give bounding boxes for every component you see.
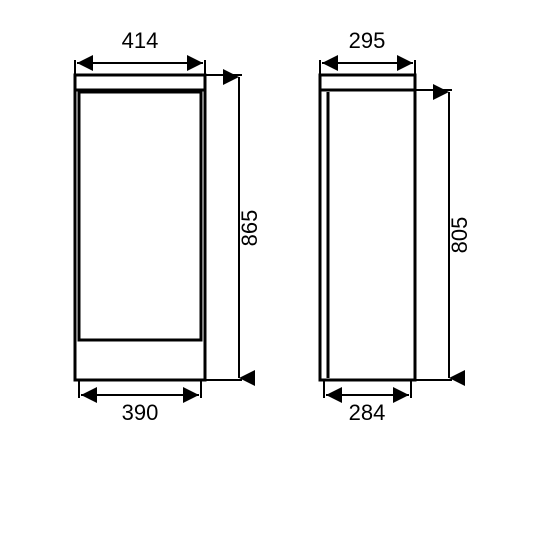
side-view: 295 284 805 [320, 28, 472, 425]
front-top-label: 414 [122, 28, 159, 53]
front-h-label: 865 [237, 210, 262, 247]
front-door [79, 92, 201, 340]
front-outer [75, 75, 205, 380]
side-outer [320, 75, 415, 380]
front-view: 414 390 865 [75, 28, 262, 425]
side-top-label: 295 [349, 28, 386, 53]
dimension-diagram: 414 390 865 295 284 805 [0, 0, 535, 535]
side-bot-label: 284 [349, 400, 386, 425]
side-h-label: 805 [447, 217, 472, 254]
front-bot-label: 390 [122, 400, 159, 425]
